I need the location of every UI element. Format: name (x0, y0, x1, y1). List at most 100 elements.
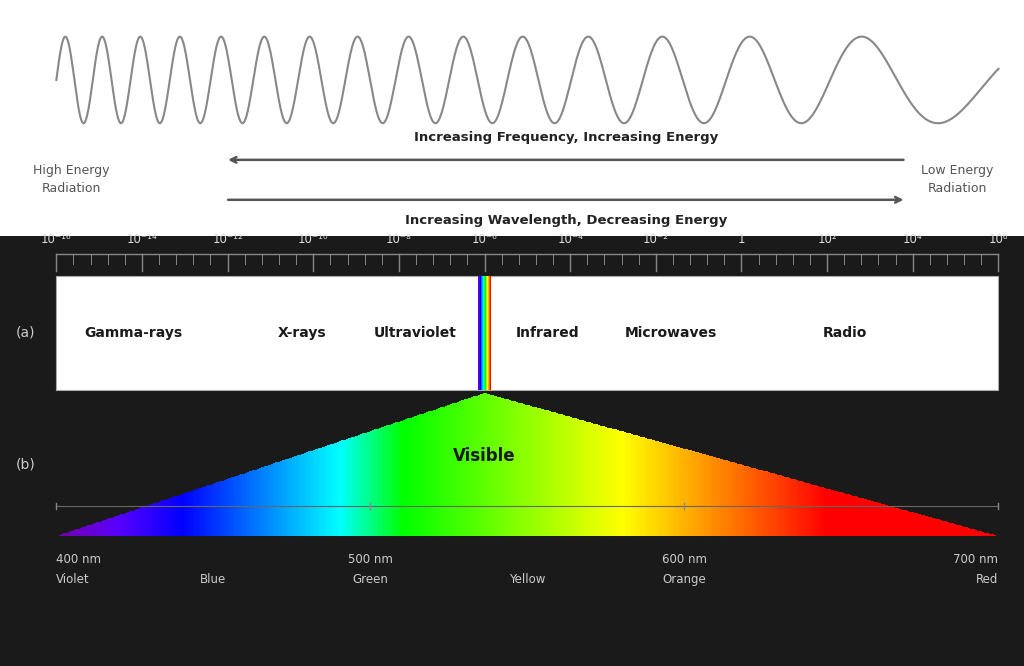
Bar (412, 417, 415, 536)
Text: Violet: Violet (56, 573, 90, 586)
Text: 400 nm: 400 nm (56, 553, 101, 566)
Bar (219, 482, 221, 536)
Bar (525, 404, 527, 536)
Bar (483, 276, 484, 390)
Bar (808, 484, 810, 536)
Bar (584, 421, 586, 536)
Bar (707, 455, 709, 536)
Bar (193, 490, 196, 536)
Bar (478, 395, 480, 536)
Text: Visible: Visible (454, 447, 516, 466)
Bar (92, 524, 94, 536)
Bar (539, 408, 542, 536)
Bar (859, 498, 862, 536)
Bar (784, 477, 786, 536)
Text: Orange: Orange (663, 573, 707, 586)
Bar (103, 520, 105, 536)
Bar (777, 475, 779, 536)
Bar (85, 526, 87, 536)
Bar (937, 519, 940, 536)
Bar (549, 411, 551, 536)
Bar (930, 517, 933, 536)
Bar (221, 481, 223, 536)
Bar (419, 414, 422, 536)
Bar (379, 428, 381, 536)
Bar (484, 276, 485, 390)
Bar (913, 513, 915, 536)
Bar (105, 519, 109, 536)
Bar (339, 442, 341, 536)
Bar (156, 503, 158, 536)
Bar (438, 408, 440, 536)
Bar (485, 276, 486, 390)
Bar (855, 496, 857, 536)
Bar (674, 446, 676, 536)
Bar (330, 444, 332, 536)
Bar (723, 460, 725, 536)
Bar (582, 420, 584, 536)
Bar (492, 396, 495, 536)
Bar (207, 486, 209, 536)
Bar (273, 464, 275, 536)
Bar (0, 0, 1024, 373)
Bar (864, 499, 866, 536)
Bar (127, 512, 129, 536)
Bar (586, 422, 589, 536)
Bar (662, 443, 664, 536)
Bar (256, 469, 259, 536)
Bar (372, 430, 375, 536)
Text: Low Energy
Radiation: Low Energy Radiation (922, 165, 993, 195)
Bar (963, 527, 966, 536)
Bar (873, 501, 876, 536)
Bar (886, 505, 888, 536)
Bar (810, 484, 812, 536)
Bar (690, 450, 692, 536)
Bar (781, 476, 784, 536)
Bar (71, 531, 73, 536)
Bar (450, 404, 452, 536)
Text: Red: Red (976, 573, 998, 586)
Bar (294, 456, 297, 536)
Text: Blue: Blue (201, 573, 226, 586)
Bar (801, 482, 803, 536)
Bar (605, 427, 607, 536)
Bar (699, 453, 701, 536)
Bar (397, 422, 400, 536)
Bar (240, 474, 243, 536)
Bar (694, 452, 697, 536)
Bar (565, 416, 567, 536)
Bar (482, 276, 483, 390)
Bar (125, 513, 127, 536)
Bar (400, 421, 402, 536)
Bar (238, 475, 240, 536)
Bar (179, 495, 181, 536)
Text: Ultraviolet: Ultraviolet (374, 326, 456, 340)
Bar (188, 492, 190, 536)
Bar (624, 432, 627, 536)
Bar (580, 420, 582, 536)
Bar (303, 453, 306, 536)
Bar (350, 438, 353, 536)
Text: 10⁶: 10⁶ (988, 233, 1009, 246)
Bar (862, 498, 864, 536)
Text: Increasing Frequency, Increasing Energy: Increasing Frequency, Increasing Energy (414, 131, 718, 144)
Bar (824, 488, 826, 536)
Bar (669, 445, 671, 536)
Bar (174, 496, 176, 536)
Bar (975, 530, 977, 536)
Bar (285, 460, 287, 536)
Text: 10⁻⁸: 10⁻⁸ (386, 233, 412, 246)
Bar (473, 396, 475, 536)
Bar (370, 431, 372, 536)
Bar (961, 526, 963, 536)
Bar (243, 474, 245, 536)
Bar (904, 510, 906, 536)
Bar (940, 520, 942, 536)
Text: High Energy
Radiation: High Energy Radiation (34, 165, 110, 195)
Bar (78, 529, 80, 536)
Bar (532, 406, 535, 536)
Bar (765, 472, 768, 536)
Text: Microwaves: Microwaves (625, 326, 717, 340)
Bar (393, 423, 395, 536)
Bar (772, 474, 774, 536)
